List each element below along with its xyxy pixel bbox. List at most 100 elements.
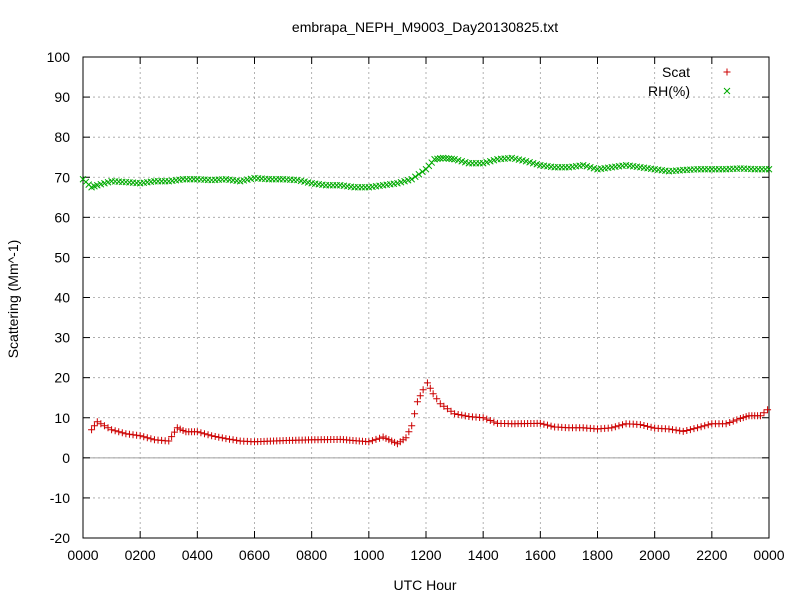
plot-border [82,56,770,539]
scat-point [615,422,623,430]
x-tick-label: 2200 [696,547,727,563]
scat-point [133,431,141,439]
chart-title: embrapa_NEPH_M9003_Day20130825.txt [292,19,558,35]
rh-point [439,154,447,162]
scat-point [168,433,176,441]
x-tick-label: 1000 [353,547,384,563]
scat-point [423,379,431,387]
scat-point [411,410,419,418]
legend-marker-scat [723,68,731,76]
scat-point [665,425,673,433]
scat-point [742,413,750,421]
scat-point [229,436,237,444]
x-tick-label: 1600 [525,547,556,563]
y-tick-label: 40 [54,290,70,306]
scat-point [433,395,441,403]
scat-point [440,402,448,410]
rh-point [411,173,419,181]
y-tick-label: 70 [54,169,70,185]
rh-point [442,154,450,162]
scat-point [461,412,469,420]
scat-point [218,434,226,442]
y-tick-label: 0 [62,450,70,466]
scat-point [451,410,459,418]
x-axis-label: UTC Hour [393,577,456,593]
scat-point [408,422,416,430]
scat-point [764,406,772,414]
y-tick-label: 60 [54,209,70,225]
grid-layer [83,57,769,538]
legend: Scat RH(%) [648,64,731,99]
scat-point [733,416,741,424]
y-tick-label: 80 [54,129,70,145]
scat-point [483,415,491,423]
scat-point [108,426,116,434]
scat-point [391,438,399,446]
scat-point [122,430,130,438]
scat-point [211,432,219,440]
scat-point [672,426,680,434]
scat-point [368,437,376,445]
rh-point [436,155,444,162]
scat-point [447,407,455,415]
x-tick-label: 1800 [582,547,613,563]
axis-layer: -20 -10 0 10 20 30 40 50 60 70 80 90 100 0000 0200 0400… [47,49,785,563]
scat-point [756,412,764,420]
scat-point [669,426,677,434]
scat-point [405,428,413,436]
scat-point [686,426,694,434]
scat-point [458,411,466,419]
scat-point [215,433,223,441]
scat-point [115,428,123,436]
scat-point [729,417,737,425]
scat-point [385,436,393,444]
scat-point [611,423,619,431]
scat-point [636,421,644,429]
scat-point [225,435,233,443]
y-tick-label: 100 [47,49,71,65]
scat-point [416,392,424,400]
scat-point [140,433,148,441]
scat-point [143,434,151,442]
scat-point [426,384,434,392]
scat-point [147,435,155,443]
x-tick-label: 0000 [753,547,784,563]
scat-point [679,427,687,435]
series-scat [88,379,772,448]
y-tick-label: 20 [54,370,70,386]
scat-point [388,437,396,445]
scat-point [382,434,390,442]
scat-point [722,420,730,428]
rh-point [415,170,423,178]
scat-point [179,426,187,434]
scat-point [486,417,494,425]
scat-point [372,435,380,443]
series-layer [79,154,773,448]
scat-point [413,398,421,406]
scat-point [694,424,702,432]
y-tick-label: -10 [50,490,70,506]
scat-point [429,390,437,398]
scat-point [701,422,709,430]
scat-point [547,422,555,430]
scat-point [136,432,144,440]
scat-point [704,421,712,429]
series-rh [79,154,773,191]
scat-point [376,434,384,442]
scat-point [170,428,178,436]
scat-point [697,423,705,431]
scat-point [676,427,684,435]
legend-marker-rh [723,87,731,95]
scat-point [222,435,230,443]
scat-point [760,409,768,417]
scat-point [208,432,216,440]
legend-label-scat: Scat [662,64,690,80]
scat-point [193,428,201,436]
rh-point [448,155,456,163]
x-tick-label: 0200 [125,547,156,563]
x-tick-label: 0000 [67,547,98,563]
scat-point [379,433,387,441]
